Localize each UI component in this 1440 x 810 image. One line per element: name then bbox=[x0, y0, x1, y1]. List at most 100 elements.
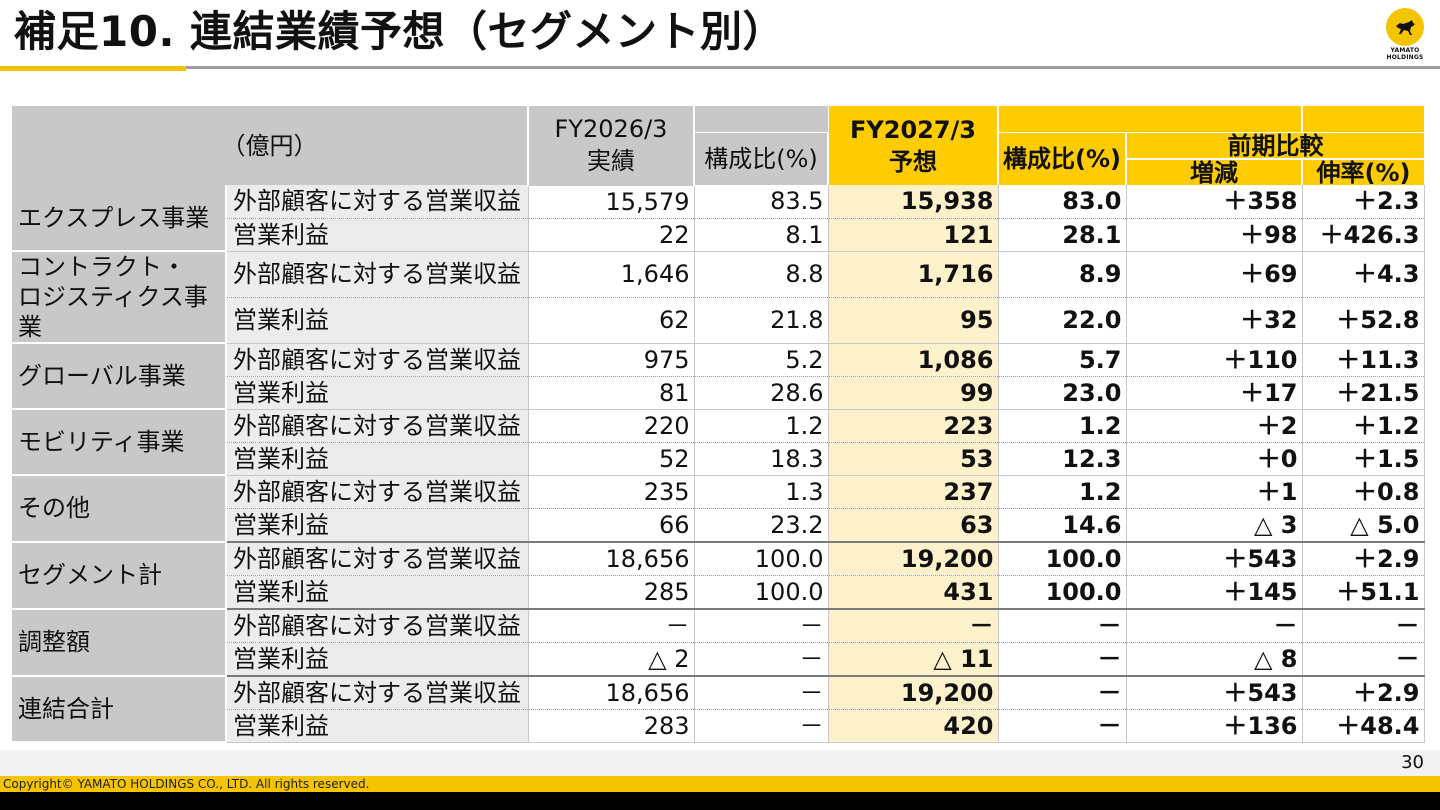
fy2027-value: 53 bbox=[828, 442, 999, 476]
table-row: 連結合計 外部顧客に対する営業収益 18,656 － 19,200 －＋543 ＋2.9 bbox=[12, 674, 1425, 743]
table-row: 営業利益 285 100.0 431 100.0 ＋145 ＋51.1 bbox=[12, 575, 1425, 609]
fy2027-value: 223 bbox=[828, 409, 999, 443]
growth-value: － bbox=[1302, 642, 1425, 676]
metric-label: 営業利益 bbox=[226, 218, 529, 252]
growth-value: ＋2.9 bbox=[1302, 540, 1425, 576]
fy2027-share-value: 22.0 bbox=[998, 297, 1127, 344]
growth-value: － bbox=[1302, 607, 1425, 643]
fy2027-value: 99 bbox=[828, 376, 999, 410]
share2-header-top bbox=[998, 106, 1126, 133]
footer-black-bar bbox=[0, 792, 1440, 810]
fy2027-value: － bbox=[828, 607, 999, 643]
fy2026-value: 285 bbox=[528, 575, 695, 609]
change-value: ＋543 bbox=[1126, 540, 1303, 576]
metric-label: 外部顧客に対する営業収益 bbox=[226, 674, 529, 710]
segment-name: グローバル事業 bbox=[12, 343, 227, 410]
change-value: ＋69 bbox=[1126, 251, 1303, 298]
segment-name: その他 bbox=[12, 475, 227, 543]
fy2027-share-value: 1.2 bbox=[998, 475, 1127, 509]
growth-value: ＋11.3 bbox=[1302, 343, 1425, 377]
fy2027-value: 420 bbox=[828, 709, 999, 743]
metric-label: 営業利益 bbox=[226, 642, 529, 676]
comparison-header: 前期比較 bbox=[1126, 132, 1424, 160]
fy2027-share-value: － bbox=[998, 607, 1127, 643]
table-row: 営業利益 283 － 420 －＋136 ＋48.4 bbox=[12, 709, 1425, 743]
change-value: ＋136 bbox=[1126, 709, 1303, 743]
fy2026-value: 1,646 bbox=[528, 251, 695, 298]
metric-label: 外部顧客に対する営業収益 bbox=[226, 475, 529, 509]
fy2026-share-value: － bbox=[694, 674, 829, 710]
metric-label: 営業利益 bbox=[226, 508, 529, 542]
comparison-header-top-left bbox=[1126, 106, 1303, 133]
table-row: 調整額 外部顧客に対する営業収益－－－－－－ bbox=[12, 607, 1425, 677]
header-row-3: 増減 伸率(%) bbox=[12, 159, 1424, 185]
share1-header-top bbox=[694, 106, 828, 133]
table-row: 営業利益 66 23.2 63 14.6 △ 3 △ 5.0 bbox=[12, 508, 1425, 542]
fy2027-share-value: 12.3 bbox=[998, 442, 1127, 476]
company-logo: YAMATO HOLDINGS bbox=[1376, 8, 1434, 64]
fy2026-value: 52 bbox=[528, 442, 695, 476]
fy2026-value: 220 bbox=[528, 409, 695, 443]
fy2026-value: 235 bbox=[528, 475, 695, 509]
fy2026-share-value: － bbox=[694, 607, 829, 643]
metric-label: 営業利益 bbox=[226, 297, 529, 344]
fy2027-share-value: 23.0 bbox=[998, 376, 1127, 410]
header-row-2: 構成比(%) 構成比(%) 前期比較 bbox=[12, 132, 1424, 185]
comparison-header-top-right bbox=[1302, 106, 1424, 133]
share2-header: 構成比(%) bbox=[998, 132, 1127, 185]
share1-header: 構成比(%) bbox=[694, 132, 829, 185]
change-value: △ 8 bbox=[1126, 642, 1303, 676]
table-row: その他 外部顧客に対する営業収益 235 1.3 237 1.2 ＋1 ＋0.8 bbox=[12, 475, 1425, 543]
fy2026-value: 62 bbox=[528, 297, 695, 344]
metric-label: 営業利益 bbox=[226, 575, 529, 609]
fy2026-value: － bbox=[528, 607, 695, 643]
fy2027-value: △ 11 bbox=[828, 642, 999, 676]
growth-value: ＋52.8 bbox=[1302, 297, 1425, 344]
table-row: 営業利益 81 28.6 99 23.0 ＋17 ＋21.5 bbox=[12, 376, 1425, 410]
fy2026-value: 66 bbox=[528, 508, 695, 542]
change-value: ＋2 bbox=[1126, 409, 1303, 443]
fy2026-share-value: 28.6 bbox=[694, 376, 829, 410]
fy2026-value: 975 bbox=[528, 343, 695, 377]
fy2027-value: 1,086 bbox=[828, 343, 999, 377]
fy2026-value: 15,579 bbox=[528, 185, 695, 219]
header-row-1: （億円） FY2026/3 実績 FY2027/3 予想 bbox=[12, 106, 1424, 186]
fy2026-share-value: 1.3 bbox=[694, 475, 829, 509]
title-divider bbox=[0, 66, 1440, 69]
fy2026-share-value: 100.0 bbox=[694, 540, 829, 576]
metric-label: 外部顧客に対する営業収益 bbox=[226, 185, 529, 219]
fy2026-value: 22 bbox=[528, 218, 695, 252]
fy2027-value: 63 bbox=[828, 508, 999, 542]
fy2027-value: 95 bbox=[828, 297, 999, 344]
fy2027-value: 19,200 bbox=[828, 674, 999, 710]
fy2027-share-value: 83.0 bbox=[998, 185, 1127, 219]
change-value: ＋0 bbox=[1126, 442, 1303, 476]
change-value: － bbox=[1126, 607, 1303, 643]
fy2026-header: FY2026/3 実績 bbox=[528, 106, 695, 186]
growth-value: ＋51.1 bbox=[1302, 575, 1425, 609]
growth-value: △ 5.0 bbox=[1302, 508, 1425, 542]
growth-value: ＋426.3 bbox=[1302, 218, 1425, 252]
fy2026-share-value: － bbox=[694, 709, 829, 743]
segment-name: エクスプレス事業 bbox=[12, 185, 227, 252]
copyright-text: Copyright© YAMATO HOLDINGS CO., LTD. All… bbox=[3, 777, 370, 791]
logo-text-line2: HOLDINGS bbox=[1386, 54, 1424, 61]
table-row: モビリティ事業 外部顧客に対する営業収益 220 1.2 223 1.2 ＋2 ＋1.2 bbox=[12, 409, 1425, 476]
segment-name: モビリティ事業 bbox=[12, 409, 227, 476]
change-value: ＋110 bbox=[1126, 343, 1303, 377]
growth-value: ＋21.5 bbox=[1302, 376, 1425, 410]
fy2027-value: 1,716 bbox=[828, 251, 999, 298]
fy2027-share-value: 5.7 bbox=[998, 343, 1127, 377]
growth-value: ＋2.9 bbox=[1302, 674, 1425, 710]
footer-band bbox=[0, 750, 1440, 776]
metric-label: 外部顧客に対する営業収益 bbox=[226, 540, 529, 576]
fy2026-value: △ 2 bbox=[528, 642, 695, 676]
growth-value: ＋48.4 bbox=[1302, 709, 1425, 743]
table-row: 営業利益 △ 2 － △ 11 － △ 8 － bbox=[12, 642, 1425, 676]
page-title: 補足10. 連結業績予想（セグメント別） bbox=[14, 7, 786, 56]
change-value: ＋98 bbox=[1126, 218, 1303, 252]
change-value: ＋1 bbox=[1126, 475, 1303, 509]
change-value: ＋17 bbox=[1126, 376, 1303, 410]
fy2027-share-value: 8.9 bbox=[998, 251, 1127, 298]
growth-value: ＋0.8 bbox=[1302, 475, 1425, 509]
